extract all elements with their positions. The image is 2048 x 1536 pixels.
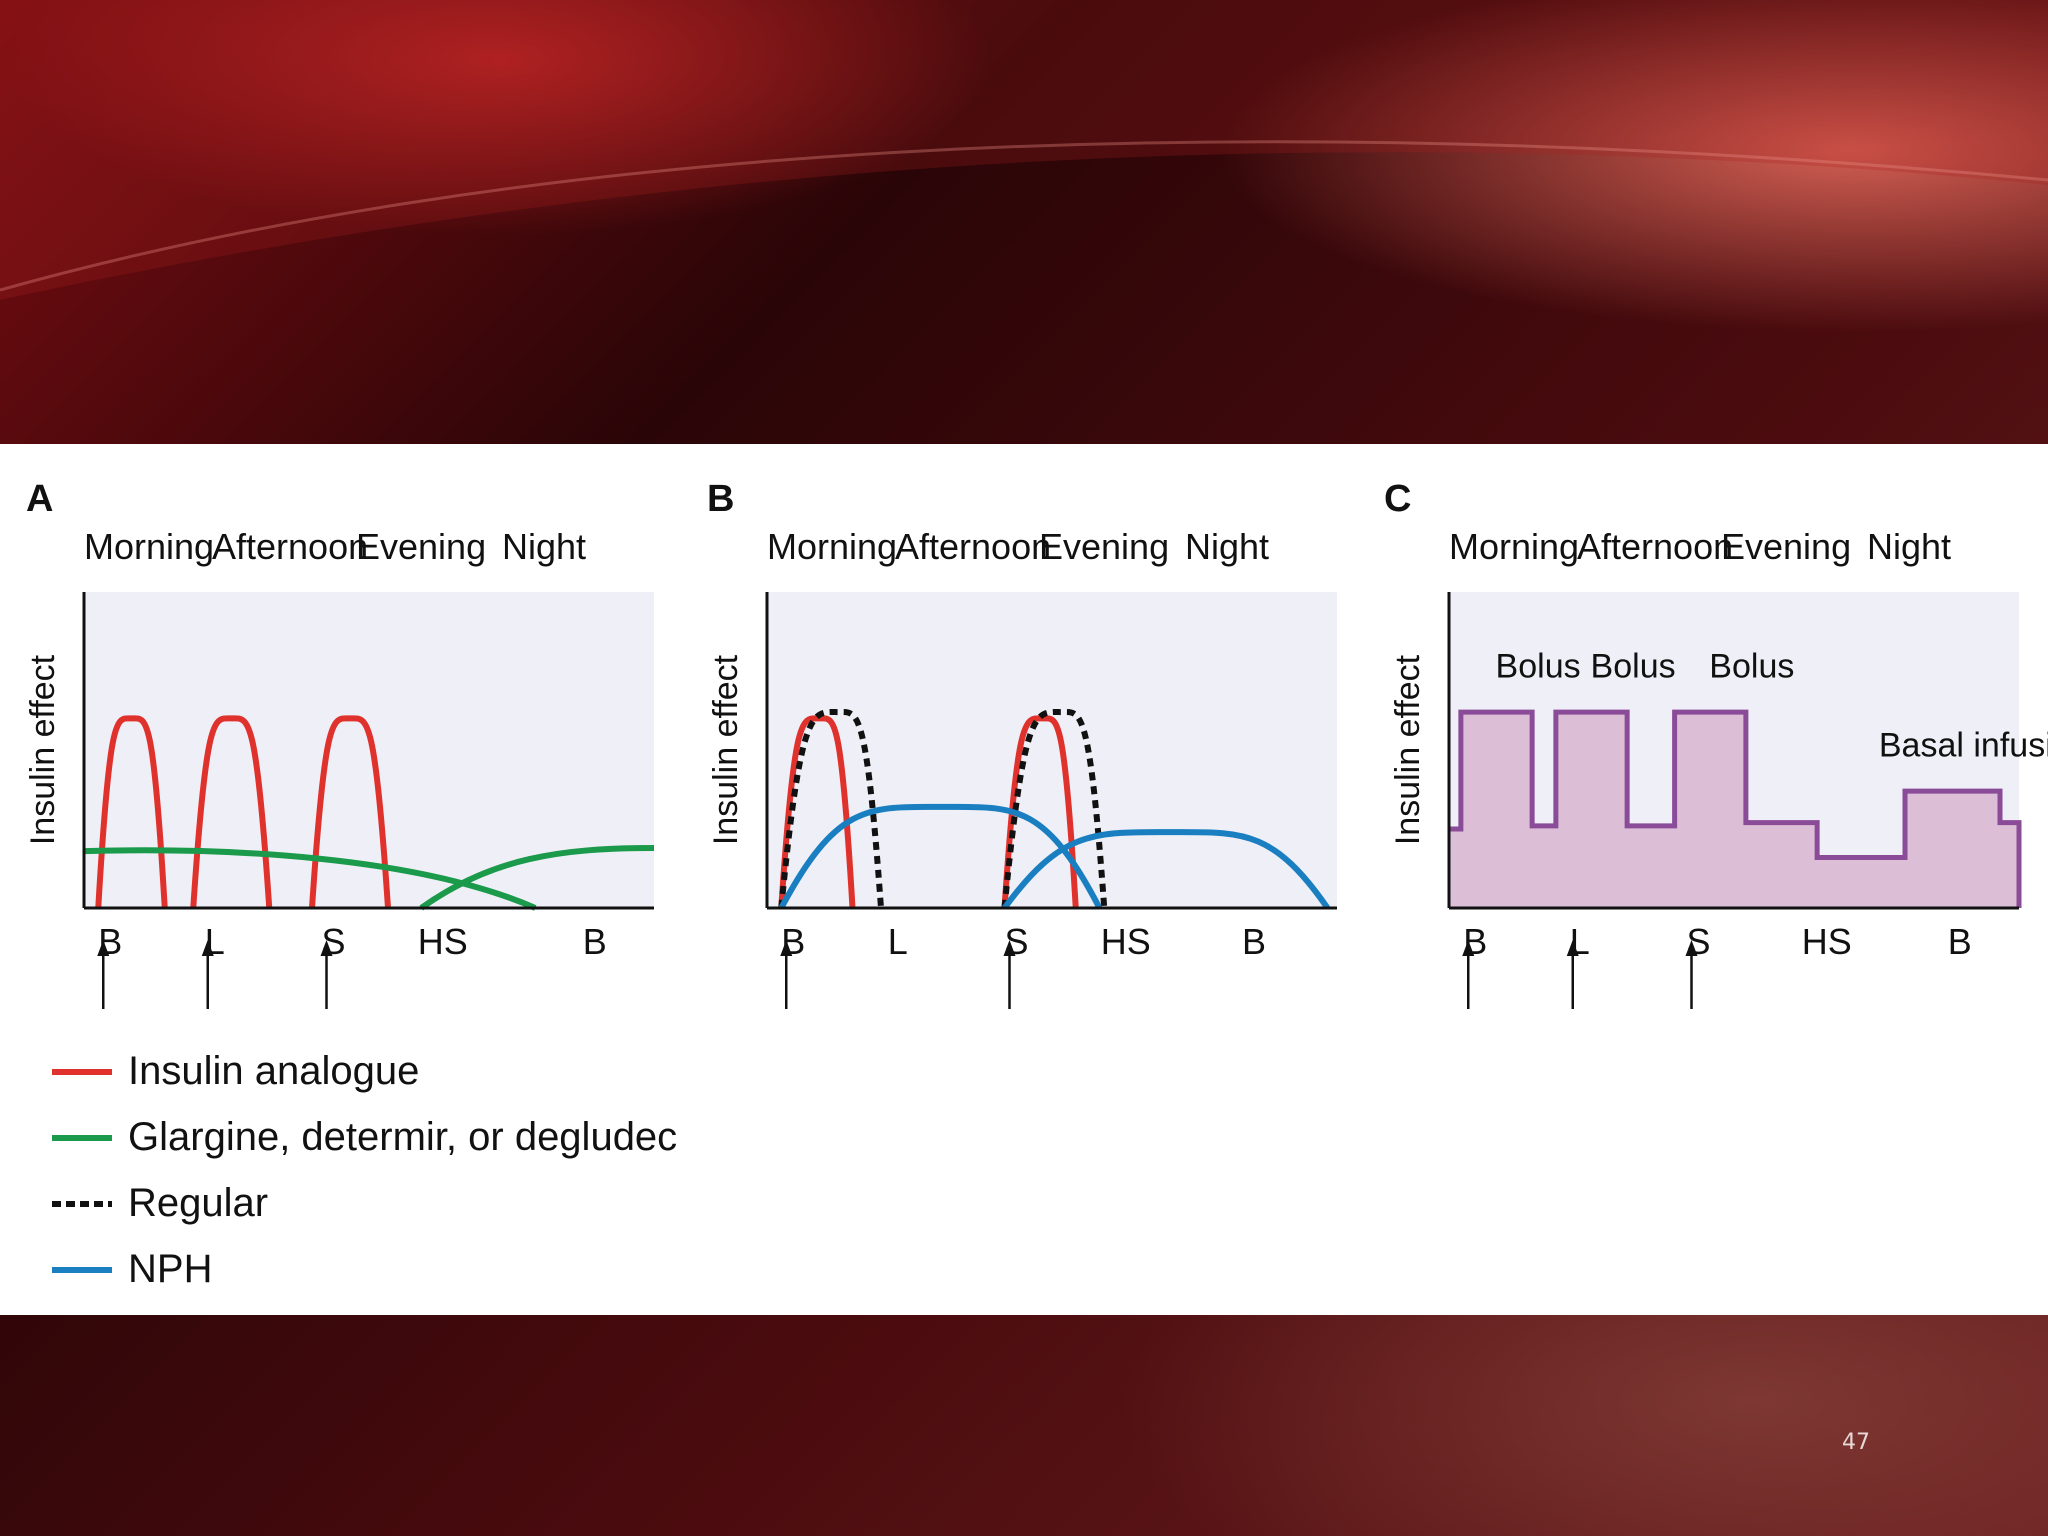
plot-area <box>84 592 654 908</box>
series-curve <box>95 715 168 909</box>
dose-arrowhead <box>1003 940 1016 956</box>
meal-tick-label: HS <box>1101 921 1151 962</box>
annotation-label: Bolus <box>1709 647 1794 685</box>
period-label: Afternoon <box>212 526 368 567</box>
meal-tick-label: B <box>583 921 607 962</box>
annotation-label: Bolus <box>1591 647 1676 685</box>
period-label: Morning <box>1449 526 1579 567</box>
y-axis-label: Insulin effect <box>1389 654 1427 845</box>
period-label: Night <box>502 526 586 567</box>
insulin-regimen-figure: A Morning Afternoon Evening Night Insulin eff… <box>0 444 2048 1315</box>
legend: Insulin analogue Glargine, determir, or d… <box>52 1049 677 1291</box>
dose-arrowhead <box>1462 940 1475 956</box>
period-label: Evening <box>356 526 486 567</box>
series-curve <box>419 844 655 911</box>
panel-letter: B <box>707 478 734 520</box>
meal-tick-label: B <box>1242 921 1266 962</box>
series-curve <box>1002 829 1330 910</box>
dose-arrowhead <box>1685 940 1698 956</box>
page-number: 47 <box>1842 1430 1870 1455</box>
legend-label: Glargine, determir, or degludec <box>128 1115 677 1159</box>
legend-label: NPH <box>128 1247 212 1291</box>
series-curve <box>190 715 273 909</box>
meal-tick-label: B <box>1948 921 1972 962</box>
legend-label: Insulin analogue <box>128 1049 419 1093</box>
dose-arrowhead <box>1566 940 1579 956</box>
legend-label: Regular <box>128 1181 268 1225</box>
series-curve <box>309 715 391 909</box>
dose-arrowhead <box>320 940 333 956</box>
period-label: Evening <box>1039 526 1169 567</box>
header-swoosh <box>0 0 2048 300</box>
period-label: Evening <box>1721 526 1851 567</box>
period-label: Night <box>1185 526 1269 567</box>
meal-tick-label: L <box>888 921 908 962</box>
dose-arrowhead <box>201 940 214 956</box>
period-label: Afternoon <box>895 526 1051 567</box>
panel-letter: C <box>1384 478 1411 520</box>
dose-arrowhead <box>780 940 793 956</box>
y-axis-label: Insulin effect <box>24 654 62 845</box>
period-label: Morning <box>767 526 897 567</box>
panel-letter: A <box>26 478 53 520</box>
annotation-label: Bolus <box>1496 647 1581 685</box>
series-curve <box>83 847 537 911</box>
dose-arrowhead <box>97 940 110 956</box>
series-curve <box>778 803 1103 910</box>
y-axis-label: Insulin effect <box>707 654 745 845</box>
step-line <box>1449 709 2022 908</box>
annotation-label: Basal infusion <box>1879 726 2048 764</box>
period-label: Morning <box>84 526 214 567</box>
meal-tick-label: HS <box>418 921 468 962</box>
meal-tick-label: HS <box>1802 921 1852 962</box>
period-label: Afternoon <box>1577 526 1733 567</box>
period-label: Night <box>1867 526 1951 567</box>
